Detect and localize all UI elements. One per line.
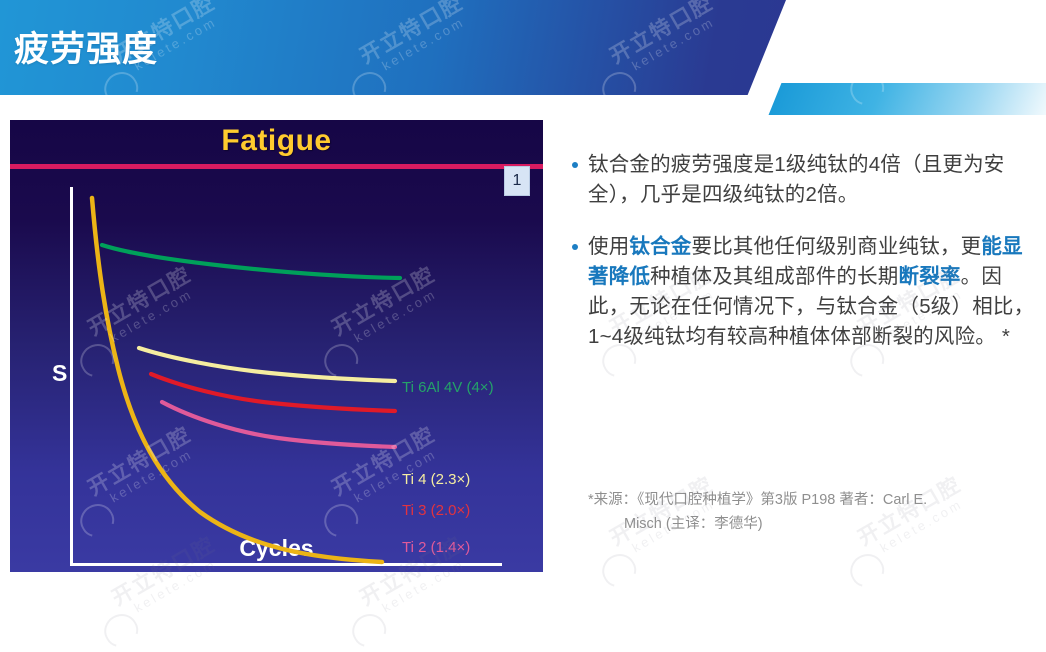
seg-plain: 种植体及其组成部件的长期 — [650, 265, 899, 288]
curve-ti-6al-4v — [99, 242, 403, 281]
source-footnote: *来源：《现代口腔种植学》第3版 P198 著者：Carl E. Misch (… — [588, 488, 1040, 536]
footnote-line-2: Misch (主译：李德华) — [624, 516, 763, 532]
series-label-ti-3: Ti 3 (2.0×) — [402, 502, 471, 519]
curve-ti-4 — [136, 345, 398, 384]
tooth-icon — [98, 607, 144, 652]
seg-highlight-fracture-rate: 断裂率 — [898, 265, 961, 288]
x-axis-line — [70, 563, 502, 566]
footnote-line-1: *来源：《现代口腔种植学》第3版 P198 著者：Carl E. — [588, 492, 928, 508]
seg-highlight-significant-reduction: 能显著降低 — [588, 235, 1023, 288]
series-label-ti-2: Ti 2 (1.4×) — [402, 539, 471, 556]
bullet-item: 使用钛合金要比其他任何级别商业纯钛，更能显著降低种植体及其组成部件的长期断裂率。… — [572, 232, 1040, 352]
fatigue-chart-panel: Fatigue 1 S Cycles Ti 6Al 4V (4×) Ti 4 (… — [10, 120, 543, 572]
curve-ti-3 — [148, 371, 398, 414]
seg-plain: 。因此，无论在任何情况下，与钛合金（5级）相比，1~4级纯钛均有较高种植体体部断… — [588, 265, 1035, 348]
bullet-dot-icon — [572, 244, 578, 250]
chart-curves — [89, 195, 403, 565]
slide-header: 疲劳强度 — [0, 0, 1046, 95]
bullet-text-1: 钛合金的疲劳强度是1级纯钛的4倍（且更为安全），几乎是四级纯钛的2倍。 — [588, 153, 1005, 206]
header-accent-bar — [768, 83, 1046, 115]
y-axis-label: S — [52, 360, 68, 386]
chart-divider-rule — [10, 164, 543, 169]
chart-title: Fatigue — [221, 124, 332, 157]
series-label-ti-6al-4v: Ti 6Al 4V (4×) — [402, 379, 494, 396]
seg-plain: 要比其他任何级别商业纯钛，更 — [691, 235, 982, 258]
seg-plain: 使用 — [588, 235, 630, 258]
content-panel: 钛合金的疲劳强度是1级纯钛的4倍（且更为安全），几乎是四级纯钛的2倍。 使用钛合… — [572, 150, 1040, 580]
bullet-item: 钛合金的疲劳强度是1级纯钛的4倍（且更为安全），几乎是四级纯钛的2倍。 — [572, 150, 1040, 210]
page-title: 疲劳强度 — [14, 30, 159, 69]
bullet-text-2: 使用钛合金要比其他任何级别商业纯钛，更能显著降低种植体及其组成部件的长期断裂率。… — [588, 232, 1040, 352]
tooth-icon — [346, 607, 392, 652]
series-label-ti-4: Ti 4 (2.3×) — [402, 471, 471, 488]
y-axis-line — [70, 187, 73, 565]
seg-highlight-titanium-alloy: 钛合金 — [629, 235, 692, 258]
slide-number-badge: 1 — [504, 166, 530, 196]
bullet-dot-icon — [572, 162, 578, 168]
curve-ti-2 — [159, 399, 398, 450]
curve-ti-1 — [89, 195, 385, 565]
header-diagonal-cut — [747, 0, 1046, 95]
